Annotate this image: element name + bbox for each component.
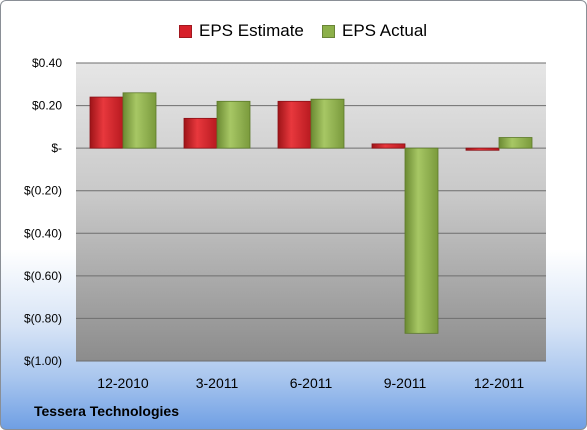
legend-swatch-actual	[322, 24, 335, 38]
y-axis: $0.40 $0.20 $- $(0.20) $(0.40) $(0.60) $(0.80)…	[24, 56, 62, 368]
x-tick-label: 6-2011	[290, 375, 333, 391]
estimate-bar	[371, 143, 406, 149]
legend: EPS Estimate EPS Actual	[1, 19, 586, 43]
estimate-bar	[89, 96, 124, 149]
y-tick-label: $(1.00)	[24, 354, 62, 368]
legend-swatch-estimate	[179, 24, 192, 38]
y-tick-label: $(0.20)	[24, 184, 62, 198]
legend-label-estimate: EPS Estimate	[199, 21, 304, 40]
y-tick-label: $(0.40)	[24, 226, 62, 240]
x-tick-label: 3-2011	[196, 375, 239, 391]
actual-bar	[310, 98, 345, 149]
actual-bar	[498, 137, 533, 149]
y-tick-label: $0.20	[32, 99, 62, 113]
legend-label-actual: EPS Actual	[342, 21, 428, 40]
legend-item-actual: EPS Actual	[322, 19, 427, 43]
y-tick-label: $(0.60)	[24, 269, 62, 283]
actual-bar	[216, 100, 251, 149]
x-tick-label: 9-2011	[384, 375, 427, 391]
x-axis: 12-2010 3-2011 6-2011 9-2011 12-2011	[97, 375, 524, 391]
actual-bar	[122, 92, 157, 149]
estimate-bar	[183, 117, 218, 149]
x-tick-label: 12-2010	[97, 375, 149, 391]
y-tick-label: $0.40	[32, 56, 62, 70]
bars	[89, 92, 533, 334]
estimate-bar	[465, 147, 500, 151]
y-tick-label: $(0.80)	[24, 311, 62, 325]
actual-bar	[404, 147, 439, 334]
legend-item-estimate: EPS Estimate	[179, 19, 304, 43]
estimate-bar	[277, 100, 312, 149]
company-name: Tessera Technologies	[34, 403, 179, 419]
y-tick-label: $-	[51, 141, 62, 155]
x-tick-label: 12-2011	[474, 375, 525, 391]
